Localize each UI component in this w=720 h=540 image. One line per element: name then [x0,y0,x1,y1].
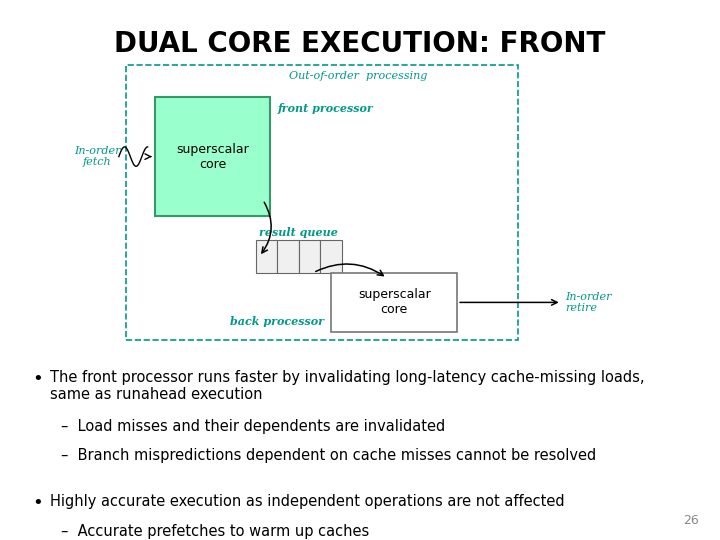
Text: DUAL CORE EXECUTION: FRONT: DUAL CORE EXECUTION: FRONT [114,30,606,58]
Text: •: • [32,370,43,388]
Bar [331,273,457,332]
Bar [299,240,320,273]
Text: front processor: front processor [277,103,373,113]
Text: –  Accurate prefetches to warm up caches: – Accurate prefetches to warm up caches [61,524,369,539]
Text: –  Load misses and their dependents are invalidated: – Load misses and their dependents are i… [61,418,446,434]
Text: Out-of-order  processing: Out-of-order processing [289,71,428,82]
Text: In-order
fetch: In-order fetch [74,146,120,167]
Bar [155,97,270,216]
Text: superscalar
core: superscalar core [176,143,249,171]
Bar [320,240,342,273]
Text: result queue: result queue [259,227,338,238]
Text: •: • [32,494,43,512]
Bar [126,65,518,340]
Text: back processor: back processor [230,316,324,327]
Text: In-order
retire: In-order retire [565,292,612,313]
Text: superscalar
core: superscalar core [358,288,431,316]
Text: Highly accurate execution as independent operations are not affected: Highly accurate execution as independent… [50,494,565,509]
Bar [256,240,277,273]
Bar [277,240,299,273]
Text: –  Branch mispredictions dependent on cache misses cannot be resolved: – Branch mispredictions dependent on cac… [61,448,596,463]
Text: The front processor runs faster by invalidating long-latency cache-missing loads: The front processor runs faster by inval… [50,370,645,402]
Text: 26: 26 [683,514,698,526]
